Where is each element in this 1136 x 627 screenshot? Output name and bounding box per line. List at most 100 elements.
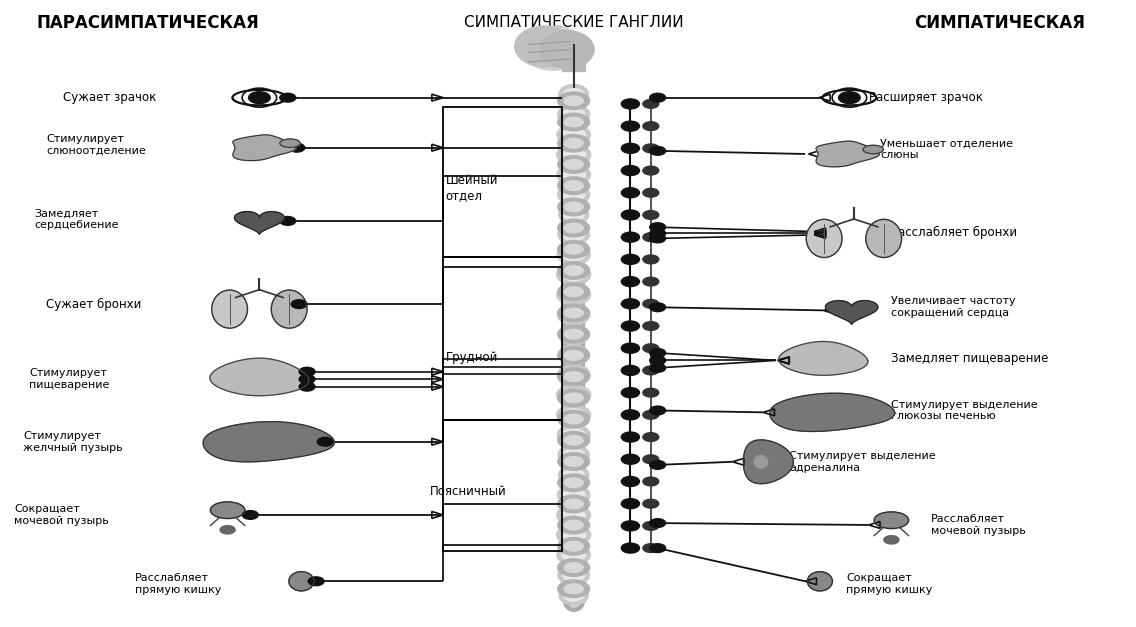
Circle shape bbox=[299, 382, 315, 391]
Ellipse shape bbox=[562, 509, 585, 521]
Ellipse shape bbox=[558, 453, 590, 470]
Ellipse shape bbox=[562, 108, 585, 120]
Circle shape bbox=[643, 499, 659, 508]
Ellipse shape bbox=[558, 241, 590, 258]
Ellipse shape bbox=[557, 265, 591, 285]
Circle shape bbox=[643, 166, 659, 175]
Circle shape bbox=[643, 411, 659, 419]
Circle shape bbox=[838, 92, 860, 103]
Ellipse shape bbox=[562, 529, 585, 541]
Text: Сокращает
мочевой пузырь: Сокращает мочевой пузырь bbox=[15, 504, 109, 526]
Circle shape bbox=[279, 93, 295, 102]
Text: Замедляет
сердцебиение: Замедляет сердцебиение bbox=[35, 209, 119, 231]
Ellipse shape bbox=[562, 229, 585, 241]
Circle shape bbox=[643, 544, 659, 552]
Ellipse shape bbox=[559, 204, 588, 224]
Ellipse shape bbox=[558, 219, 590, 237]
Circle shape bbox=[621, 187, 640, 198]
Ellipse shape bbox=[565, 478, 583, 488]
Ellipse shape bbox=[558, 224, 590, 245]
Bar bbox=[562, 50, 585, 71]
Ellipse shape bbox=[562, 429, 585, 441]
Ellipse shape bbox=[562, 169, 585, 181]
Ellipse shape bbox=[565, 181, 583, 191]
Ellipse shape bbox=[558, 445, 590, 465]
Ellipse shape bbox=[559, 465, 588, 485]
Ellipse shape bbox=[562, 449, 585, 461]
Circle shape bbox=[621, 410, 640, 420]
Ellipse shape bbox=[558, 198, 590, 216]
Ellipse shape bbox=[558, 155, 590, 173]
Ellipse shape bbox=[565, 266, 583, 275]
Circle shape bbox=[643, 188, 659, 197]
Circle shape bbox=[621, 277, 640, 287]
Ellipse shape bbox=[565, 96, 583, 105]
Circle shape bbox=[242, 510, 258, 519]
Text: Сокращает
прямую кишку: Сокращает прямую кишку bbox=[846, 573, 933, 594]
Ellipse shape bbox=[210, 502, 245, 519]
Circle shape bbox=[621, 343, 640, 353]
Ellipse shape bbox=[754, 455, 768, 468]
Polygon shape bbox=[210, 358, 309, 396]
Circle shape bbox=[643, 455, 659, 463]
Ellipse shape bbox=[557, 285, 591, 305]
Ellipse shape bbox=[557, 125, 591, 145]
Ellipse shape bbox=[558, 345, 590, 365]
Text: Поясничный: Поясничный bbox=[429, 485, 507, 498]
Circle shape bbox=[621, 166, 640, 176]
Circle shape bbox=[643, 433, 659, 441]
Circle shape bbox=[650, 93, 666, 102]
Circle shape bbox=[621, 255, 640, 265]
Ellipse shape bbox=[563, 88, 584, 100]
Ellipse shape bbox=[559, 85, 588, 105]
Text: Сужает бронхи: Сужает бронхи bbox=[47, 298, 142, 310]
Text: Стимулирует выделение
глюкозы печенью: Стимулирует выделение глюкозы печенью bbox=[892, 399, 1038, 421]
Ellipse shape bbox=[558, 177, 590, 194]
Ellipse shape bbox=[557, 145, 591, 165]
Circle shape bbox=[650, 544, 666, 552]
Ellipse shape bbox=[557, 505, 591, 525]
Circle shape bbox=[650, 147, 666, 155]
Ellipse shape bbox=[540, 31, 594, 68]
Ellipse shape bbox=[558, 283, 590, 300]
Ellipse shape bbox=[557, 425, 590, 445]
Polygon shape bbox=[234, 211, 284, 234]
Ellipse shape bbox=[866, 219, 902, 258]
Polygon shape bbox=[816, 141, 879, 167]
Ellipse shape bbox=[565, 223, 583, 233]
Circle shape bbox=[643, 144, 659, 153]
Circle shape bbox=[289, 144, 304, 152]
Ellipse shape bbox=[557, 545, 591, 565]
Ellipse shape bbox=[558, 134, 590, 152]
Circle shape bbox=[643, 522, 659, 530]
Ellipse shape bbox=[559, 325, 588, 345]
Circle shape bbox=[621, 299, 640, 309]
Polygon shape bbox=[826, 300, 878, 324]
Ellipse shape bbox=[558, 113, 590, 131]
Ellipse shape bbox=[565, 202, 583, 212]
Ellipse shape bbox=[863, 145, 884, 154]
Ellipse shape bbox=[558, 485, 590, 505]
Polygon shape bbox=[779, 342, 868, 376]
Ellipse shape bbox=[279, 139, 300, 147]
Circle shape bbox=[650, 406, 666, 415]
Circle shape bbox=[650, 349, 666, 357]
Ellipse shape bbox=[558, 325, 590, 343]
Circle shape bbox=[650, 356, 666, 365]
Ellipse shape bbox=[565, 160, 583, 169]
Text: Стимулирует
слюноотделение: Стимулирует слюноотделение bbox=[47, 134, 145, 155]
Ellipse shape bbox=[874, 512, 909, 529]
Bar bbox=[443, 107, 562, 257]
Text: Шейный
отдел: Шейный отдел bbox=[445, 174, 498, 203]
Ellipse shape bbox=[558, 92, 590, 110]
Ellipse shape bbox=[565, 329, 583, 339]
Polygon shape bbox=[770, 393, 895, 431]
Ellipse shape bbox=[565, 308, 583, 318]
Ellipse shape bbox=[562, 489, 585, 501]
Circle shape bbox=[621, 455, 640, 464]
Circle shape bbox=[643, 255, 659, 264]
Text: Расслабляет бронхи: Расслабляет бронхи bbox=[892, 226, 1018, 239]
Ellipse shape bbox=[558, 495, 590, 513]
Text: Расширяет зрачок: Расширяет зрачок bbox=[869, 91, 983, 104]
Text: ПАРАСИМПАТИЧЕСКАЯ: ПАРАСИМПАТИЧЕСКАЯ bbox=[36, 14, 259, 31]
